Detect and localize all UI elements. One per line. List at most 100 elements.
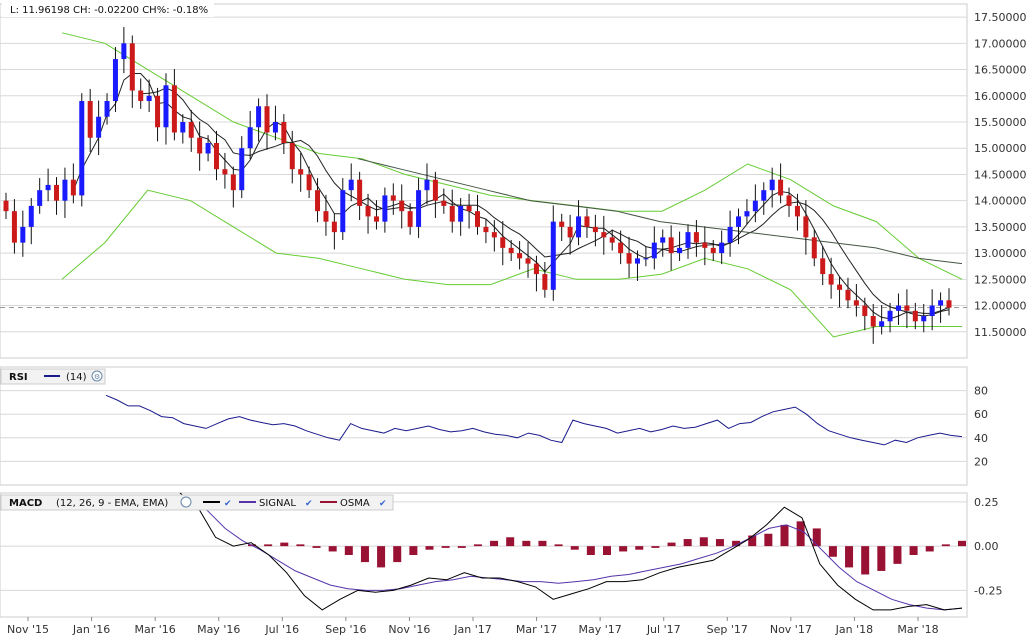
candle-body	[331, 221, 337, 233]
candle-body	[626, 253, 632, 264]
candle-body	[390, 195, 396, 201]
osma-bar	[635, 546, 644, 550]
x-tick-label: Jul '17	[646, 623, 681, 636]
signal-line	[189, 496, 963, 611]
price-tick-label: 13.50000	[974, 221, 1027, 234]
candle-body	[87, 101, 93, 138]
candle-body	[946, 300, 952, 308]
price-panel: 11.50000 12.00000 12.50000 13.00000 13.50000…	[0, 2, 1027, 359]
candle-body	[483, 226, 489, 233]
candle-body	[104, 101, 110, 117]
osma-bar	[748, 535, 757, 547]
candle-body	[651, 242, 657, 259]
candle-body	[432, 179, 438, 201]
x-tick-label: Mar '17	[516, 623, 557, 636]
osma-bar	[554, 544, 563, 547]
candle-body	[744, 211, 750, 217]
candle-body	[533, 263, 539, 275]
candle-body	[138, 90, 144, 102]
price-tick-label: 14.00000	[974, 195, 1027, 208]
candle-body	[660, 237, 666, 243]
candle-body	[62, 179, 68, 201]
candle-body	[146, 95, 152, 102]
rsi-panel: 20 40 60 80 RSI (14) ⚙	[0, 366, 988, 486]
candle-body	[938, 300, 944, 306]
rsi-tick-label: 20	[974, 455, 988, 468]
x-tick-label: Sep '17	[707, 623, 748, 636]
price-tick-label: 17.00000	[974, 37, 1027, 50]
candle-body	[761, 190, 767, 201]
osma-bar	[296, 544, 305, 547]
candle-body	[289, 142, 295, 170]
candle-body	[727, 226, 733, 243]
candle-body	[778, 179, 784, 196]
macd-tick-label: 0.00	[974, 540, 999, 553]
candle-body	[643, 258, 649, 260]
candle-body	[441, 200, 447, 206]
osma-bar	[683, 539, 692, 547]
osma-bar	[360, 546, 369, 563]
candle-body	[491, 232, 497, 238]
osma-bar	[877, 546, 886, 571]
candle-body	[895, 305, 901, 311]
readout-bg	[2, 2, 214, 17]
candle-body	[929, 305, 935, 317]
price-tick-label: 11.50000	[974, 326, 1027, 339]
rsi-panel-frame	[0, 366, 968, 486]
x-tick-label: Sep '16	[325, 623, 366, 636]
candle-body	[205, 142, 211, 154]
macd-settings-icon[interactable]	[180, 496, 192, 508]
osma-bar	[715, 539, 724, 547]
candle-body	[811, 237, 817, 259]
macd-panel-frame	[0, 492, 968, 618]
candle-body	[500, 237, 506, 248]
candle-body	[37, 190, 43, 206]
candle-body	[769, 179, 775, 191]
candle-body	[129, 43, 135, 91]
candle-body	[475, 211, 480, 227]
osma-bar	[473, 544, 482, 547]
macd-check-icon[interactable]: ✔	[224, 499, 232, 509]
osma-check-icon[interactable]: ✔	[379, 499, 387, 509]
rsi-tick-label: 40	[974, 432, 988, 445]
rsi-settings-glyph: ⚙	[94, 373, 100, 381]
candle-body	[70, 179, 76, 196]
candle-body	[517, 253, 523, 259]
candle-body	[710, 247, 716, 254]
candle-body	[449, 205, 455, 222]
macd-header-bg	[0, 494, 394, 511]
osma-bar	[393, 546, 402, 563]
osma-bar	[812, 528, 821, 547]
x-tick-label: Nov '17	[770, 623, 812, 636]
osma-bar	[522, 540, 531, 547]
x-tick-label: Nov '15	[7, 623, 49, 636]
candlesticks	[3, 27, 952, 344]
rsi-label: RSI	[9, 372, 28, 383]
bollinger-bands	[61, 32, 963, 338]
candle-body	[197, 137, 203, 154]
osma-bar	[845, 546, 854, 568]
candle-body	[213, 142, 219, 170]
osma-bar	[925, 546, 934, 552]
candle-body	[870, 316, 876, 327]
signal-check-icon[interactable]: ✔	[305, 499, 313, 509]
candle-body	[3, 200, 9, 212]
candle-body	[592, 226, 598, 233]
candle-body	[180, 122, 186, 133]
candle-body	[357, 179, 363, 206]
osma-bar	[667, 542, 676, 547]
osma-bar	[425, 546, 434, 550]
macd-param: (12, 26, 9 - EMA, EMA)	[56, 498, 168, 509]
osma-bar	[893, 546, 902, 564]
x-tick-label: Jul '16	[264, 623, 299, 636]
candle-body	[803, 216, 809, 238]
candle-body	[525, 258, 531, 264]
candle-body	[230, 174, 236, 191]
osma-bar	[344, 546, 353, 555]
osma-bar	[441, 546, 450, 548]
candle-body	[373, 216, 379, 222]
candle-body	[668, 237, 674, 254]
rsi-settings-icon[interactable]	[91, 370, 103, 382]
osma-bars	[248, 521, 966, 575]
